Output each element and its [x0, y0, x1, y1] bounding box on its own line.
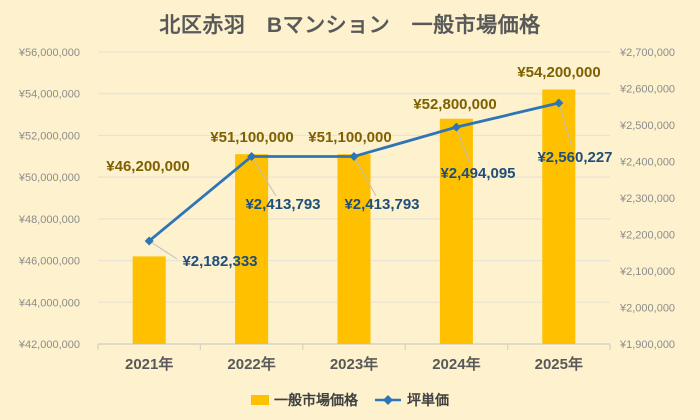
bar-value-label: ¥51,100,000	[308, 129, 391, 146]
bar-value-label: ¥54,200,000	[517, 64, 600, 81]
right-axis-tick-label: ¥2,500,000	[619, 120, 675, 132]
legend: 一般市場価格 坪単価	[0, 390, 700, 410]
left-axis-tick-label: ¥54,000,000	[18, 89, 80, 101]
line-value-label: ¥2,494,095	[440, 165, 515, 182]
left-axis-tick-label: ¥56,000,000	[18, 47, 80, 59]
right-axis-tick-label: ¥2,600,000	[619, 84, 675, 96]
x-axis-label: 2024年	[432, 355, 480, 373]
line-value-label: ¥2,413,793	[245, 196, 320, 213]
line-diamond-swatch-icon	[375, 395, 401, 405]
legend-item-market-price: 一般市場価格	[251, 390, 358, 410]
leader-line	[558, 102, 573, 148]
line-value-label: ¥2,182,333	[182, 253, 257, 270]
x-axis-label: 2025年	[535, 355, 583, 373]
line-value-label: ¥2,413,793	[344, 196, 419, 213]
left-axis-tick-label: ¥42,000,000	[18, 339, 80, 351]
right-axis-tick-label: ¥2,000,000	[619, 303, 675, 315]
bar-2021年	[132, 256, 166, 344]
bar-2022年	[235, 154, 269, 344]
line-marker-2022年	[247, 151, 257, 161]
right-axis-tick-label: ¥1,900,000	[619, 339, 675, 351]
right-axis-tick-label: ¥2,200,000	[619, 230, 675, 242]
bar-2024年	[439, 118, 473, 344]
right-axis-tick-label: ¥2,300,000	[619, 193, 675, 205]
left-axis-tick-label: ¥46,000,000	[18, 256, 80, 268]
line-marker-2025年	[554, 98, 564, 108]
line-marker-2024年	[451, 122, 461, 132]
legend-label: 坪単価	[407, 392, 449, 408]
bar-value-label: ¥46,200,000	[106, 158, 189, 175]
legend-item-tsubo-price: 坪単価	[374, 390, 449, 410]
leader-line	[455, 126, 471, 165]
leader-line	[251, 156, 277, 197]
leader-line	[353, 156, 377, 197]
x-axis-label: 2022年	[227, 355, 275, 373]
x-axis-label: 2023年	[330, 355, 378, 373]
left-axis-tick-label: ¥48,000,000	[18, 214, 80, 226]
left-axis-tick-label: ¥50,000,000	[18, 172, 80, 184]
x-axis-label: 2021年	[125, 355, 173, 373]
left-axis-tick-label: ¥44,000,000	[18, 297, 80, 309]
line-marker-2021年	[144, 236, 154, 246]
right-axis-tick-label: ¥2,700,000	[619, 47, 675, 59]
bar-swatch-icon	[251, 395, 269, 405]
right-axis-tick-label: ¥2,100,000	[619, 266, 675, 278]
left-axis-tick-label: ¥52,000,000	[18, 130, 80, 142]
bar-2023年	[337, 154, 371, 344]
bar-2025年	[542, 89, 576, 345]
line-marker-2023年	[349, 151, 359, 161]
legend-label: 一般市場価格	[274, 392, 358, 408]
bar-value-label: ¥52,800,000	[413, 96, 496, 113]
chart-title: 北区赤羽 Bマンション 一般市場価格	[159, 14, 541, 37]
leader-line	[148, 240, 178, 260]
bar-value-label: ¥51,100,000	[210, 129, 293, 146]
right-axis-tick-label: ¥2,400,000	[619, 157, 675, 169]
line-value-label: ¥2,560,227	[537, 149, 612, 166]
